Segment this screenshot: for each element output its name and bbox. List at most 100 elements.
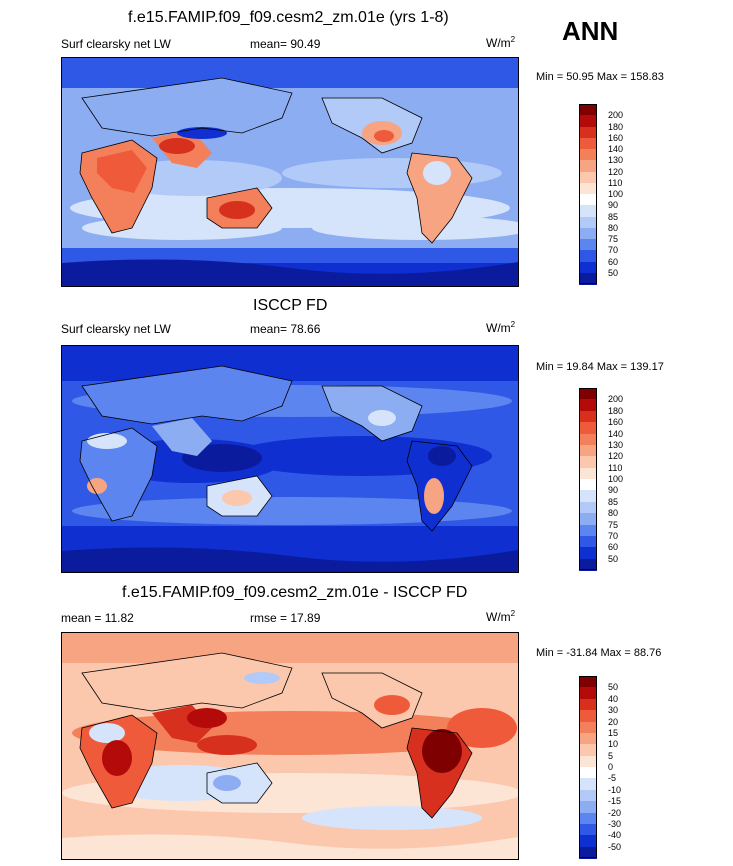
colorbar-tick-label: 100 — [608, 189, 624, 199]
colorbar-swatch — [579, 444, 597, 457]
panel1-colorbar — [579, 104, 597, 285]
colorbar-swatch — [579, 732, 597, 745]
colorbar-tick-label: 30 — [608, 705, 619, 716]
colorbar-swatch — [579, 547, 597, 560]
colorbar-tick-label: 75 — [608, 234, 619, 244]
colorbar-swatch — [579, 272, 597, 285]
colorbar-tick-label: 160 — [608, 132, 624, 143]
colorbar-tick-label: 10 — [608, 739, 619, 750]
colorbar-tick-label: -20 — [608, 807, 622, 818]
colorbar-tick-label: 180 — [608, 121, 624, 132]
colorbar-swatch — [579, 399, 597, 412]
colorbar-swatch — [579, 239, 597, 251]
colorbar-swatch — [579, 698, 597, 711]
colorbar-tick-label: 85 — [608, 496, 619, 507]
colorbar-swatch — [579, 479, 597, 491]
colorbar-swatch — [579, 194, 597, 206]
colorbar-tick-label: 60 — [608, 542, 619, 553]
colorbar-tick-label: 20 — [608, 716, 619, 727]
colorbar-swatch — [579, 216, 597, 229]
panel2-units: W/m2 — [486, 320, 516, 335]
colorbar-tick-label: 80 — [608, 222, 619, 233]
colorbar-tick-label: 140 — [608, 428, 624, 439]
colorbar-swatch — [579, 801, 597, 813]
season-label: ANN — [562, 16, 619, 46]
colorbar-tick-label: -40 — [608, 830, 622, 841]
colorbar-tick-label: 130 — [608, 155, 624, 166]
colorbar-tick-label: 50 — [608, 267, 619, 278]
colorbar-swatch — [579, 182, 597, 195]
colorbar-swatch — [579, 778, 597, 791]
colorbar-swatch — [579, 710, 597, 722]
colorbar-tick-label: 110 — [608, 462, 623, 473]
colorbar-swatch — [579, 501, 597, 514]
colorbar-swatch — [579, 755, 597, 768]
panel3-map — [61, 632, 519, 860]
colorbar-swatch — [579, 846, 597, 859]
colorbar-swatch — [579, 744, 597, 757]
colorbar-tick-label: 90 — [608, 200, 619, 211]
colorbar-swatch — [579, 687, 597, 700]
colorbar-tick-label: 200 — [608, 110, 624, 121]
panel1-variable-label: Surf clearsky net LW — [61, 37, 171, 51]
colorbar-swatch — [579, 149, 597, 161]
colorbar-tick-label: 50 — [608, 682, 619, 693]
colorbar-swatch — [579, 388, 597, 400]
colorbar-swatch — [579, 126, 597, 139]
colorbar-tick-label: 15 — [608, 727, 619, 738]
colorbar-swatch — [579, 422, 597, 434]
colorbar-swatch — [579, 115, 597, 127]
colorbar-swatch — [579, 812, 597, 825]
panel2-variable-label: Surf clearsky net LW — [61, 322, 171, 336]
panel1-title: f.e15.FAMIP.f09_f09.cesm2_zm.01e (yrs 1-… — [128, 9, 449, 26]
panel2-minmax: Min = 19.84 Max = 139.17 — [536, 361, 664, 373]
colorbar-swatch — [579, 250, 597, 262]
colorbar-swatch — [579, 721, 597, 734]
colorbar-tick-label: 70 — [608, 245, 619, 256]
colorbar-tick-label: 130 — [608, 439, 624, 450]
panel1-minmax: Min = 50.95 Max = 158.83 — [536, 71, 664, 83]
colorbar-swatch — [579, 171, 597, 184]
colorbar-tick-label: 120 — [608, 166, 624, 177]
colorbar-tick-label: 100 — [608, 474, 624, 484]
panel3-minmax: Min = -31.84 Max = 88.76 — [536, 647, 662, 659]
panel2-mean-label: mean= 78.66 — [250, 322, 321, 336]
colorbar-tick-label: 40 — [608, 693, 619, 704]
colorbar-swatch — [579, 137, 597, 150]
colorbar-swatch — [579, 767, 597, 779]
colorbar-swatch — [579, 227, 597, 240]
panel1-units: W/m2 — [486, 35, 516, 50]
panel3-units: W/m2 — [486, 609, 516, 624]
colorbar-swatch — [579, 104, 597, 116]
colorbar-tick-label: 140 — [608, 144, 624, 154]
panel3-title: f.e15.FAMIP.f09_f09.cesm2_zm.01e - ISCCP… — [122, 584, 468, 601]
colorbar-tick-label: 75 — [608, 519, 619, 530]
colorbar-swatch — [579, 676, 597, 688]
panel3-mean-label: mean = 11.82 — [61, 611, 134, 625]
colorbar-tick-label: 85 — [608, 211, 619, 222]
colorbar-tick-label: 70 — [608, 530, 619, 541]
colorbar-tick-label: 0 — [608, 762, 614, 772]
colorbar-swatch — [579, 558, 597, 571]
panel2-map-svg — [62, 346, 518, 572]
colorbar-tick-label: -5 — [608, 773, 617, 784]
colorbar-swatch — [579, 261, 597, 274]
colorbar-tick-label: 160 — [608, 417, 624, 428]
panel2-colorbar — [579, 388, 597, 571]
panel1-mean-label: mean= 90.49 — [250, 37, 321, 51]
panel3-map-svg — [62, 633, 518, 859]
colorbar-swatch — [579, 467, 597, 480]
panel1-map — [61, 57, 519, 287]
colorbar-tick-label: -10 — [608, 784, 622, 795]
colorbar-swatch — [579, 535, 597, 548]
colorbar-tick-label: -50 — [608, 841, 622, 852]
colorbar-tick-label: 180 — [608, 405, 624, 416]
colorbar-tick-label: 110 — [608, 177, 623, 188]
colorbar-swatch — [579, 524, 597, 537]
colorbar-swatch — [579, 160, 597, 172]
colorbar-swatch — [579, 410, 597, 423]
colorbar-tick-label: 60 — [608, 256, 619, 267]
colorbar-swatch — [579, 513, 597, 525]
panel2-title: ISCCP FD — [253, 297, 328, 314]
colorbar-tick-label: 50 — [608, 553, 619, 564]
